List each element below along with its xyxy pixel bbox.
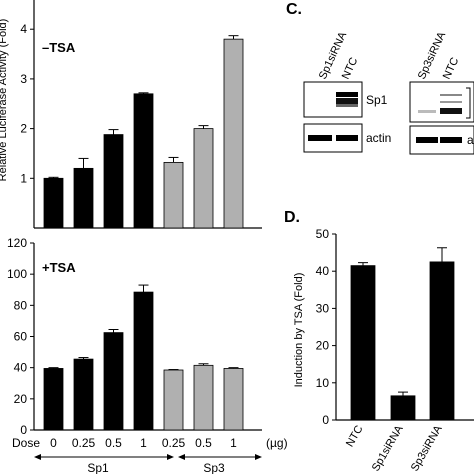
y-tick-label: 40	[316, 264, 330, 278]
group-label-sp3: Sp3	[203, 461, 225, 474]
bar	[43, 368, 64, 431]
arrowhead-right	[255, 454, 262, 460]
y-tick-label: 50	[316, 227, 330, 241]
y-tick-label: 4	[20, 22, 27, 36]
bar	[103, 134, 124, 229]
dose-tick-label: 1	[140, 436, 147, 450]
dose-tick-label: 0.5	[105, 436, 122, 450]
blot-band-sp3-2	[440, 101, 462, 103]
y-tick-label: 100	[7, 267, 27, 281]
y-tick-label: 0	[20, 423, 27, 437]
bar	[193, 364, 214, 431]
x-category-label: Sp1siRNA	[370, 423, 406, 474]
y-tick-label: 2	[20, 122, 27, 136]
panel-title-minus-tsa: –TSA	[42, 40, 76, 55]
dose-label: Dose	[12, 436, 40, 450]
y-tick-label: 10	[316, 376, 330, 390]
group-label-sp1: Sp1	[87, 461, 109, 474]
blot-band-sp1-upper	[336, 92, 358, 97]
dose-tick-label: 1	[230, 436, 237, 450]
bar	[73, 167, 94, 229]
bar	[223, 368, 244, 431]
blot-band-sp1-lower	[336, 98, 358, 104]
y-tick-label: 30	[316, 301, 330, 315]
y-tick-label: 120	[7, 236, 27, 250]
lane-label-ntc: NTC	[340, 56, 360, 82]
dose-tick-label: 0.25	[72, 436, 96, 450]
blot-band-sp3-1	[440, 94, 462, 96]
y-tick-label: 60	[14, 330, 28, 344]
chart-minus-tsa: Relative Luciferase Activity (Fold) –TSA…	[0, 0, 262, 229]
y-tick-label: 40	[14, 361, 28, 375]
y-tick-label: 1	[20, 171, 27, 185]
blot-band-sp1-faint	[336, 104, 358, 107]
y-tick-label: 20	[14, 392, 28, 406]
dose-tick-label: 0	[50, 436, 57, 450]
blot-band-actin-3	[416, 137, 438, 143]
bar	[429, 261, 455, 421]
y-tick-label: 80	[14, 298, 28, 312]
bar	[223, 38, 244, 229]
bar	[350, 265, 376, 421]
bar	[163, 161, 184, 229]
x-category-label: NTC	[344, 423, 366, 449]
bar	[163, 369, 184, 431]
dose-unit: (µg)	[266, 436, 288, 450]
blot-row-label-actin: actin	[366, 131, 391, 145]
x-category-label: Sp3siRNA	[409, 423, 445, 474]
blot-band-sp3-3	[440, 108, 462, 114]
bar	[133, 93, 154, 229]
bar	[43, 177, 64, 229]
y-tick-label: 3	[20, 72, 27, 86]
band-bracket	[466, 87, 471, 119]
y-tick-label: 0	[322, 413, 329, 427]
blot-band-actin-4	[440, 137, 462, 143]
chart-plus-tsa: +TSA 0 20 40 60 80 100 120 Dose 0 0.25 0.5 1 0.25 0…	[7, 236, 288, 474]
dose-tick-label: 0.25	[162, 436, 186, 450]
arrowhead-left	[34, 454, 41, 460]
panel-label-c: C.	[286, 1, 302, 18]
panel-title-plus-tsa: +TSA	[42, 260, 76, 275]
lane-label-ntc-2: NTC	[441, 56, 461, 82]
bar	[103, 332, 124, 431]
bar	[193, 128, 214, 229]
chart-induction-by-tsa: D. Induction by TSA (Fold) 0 10 20 30 40 50 N…	[284, 209, 474, 473]
blot-band-actin-2	[336, 135, 358, 141]
panel-label-d: D.	[284, 209, 300, 226]
blot-row-label-truncated: a	[467, 133, 474, 147]
dose-tick-label: 0.5	[195, 436, 212, 450]
y-axis-label-induction: Induction by TSA (Fold)	[293, 273, 305, 388]
blot-band-actin-1	[308, 135, 332, 141]
arrowhead-left	[178, 454, 185, 460]
western-blot-panel: C. Sp1siRNA NTC Sp1 actin Sp3siRNA NTC a	[286, 1, 474, 155]
blot-band-sp3-faint	[418, 110, 436, 113]
blot-row-label-sp1: Sp1	[366, 93, 388, 107]
bar	[390, 395, 416, 421]
bar	[73, 358, 94, 431]
y-axis-label-relative-luciferase: Relative Luciferase Activity (Fold)	[0, 19, 9, 182]
arrowhead-right	[167, 454, 174, 460]
y-tick-label: 20	[316, 339, 330, 353]
bar	[133, 291, 154, 431]
